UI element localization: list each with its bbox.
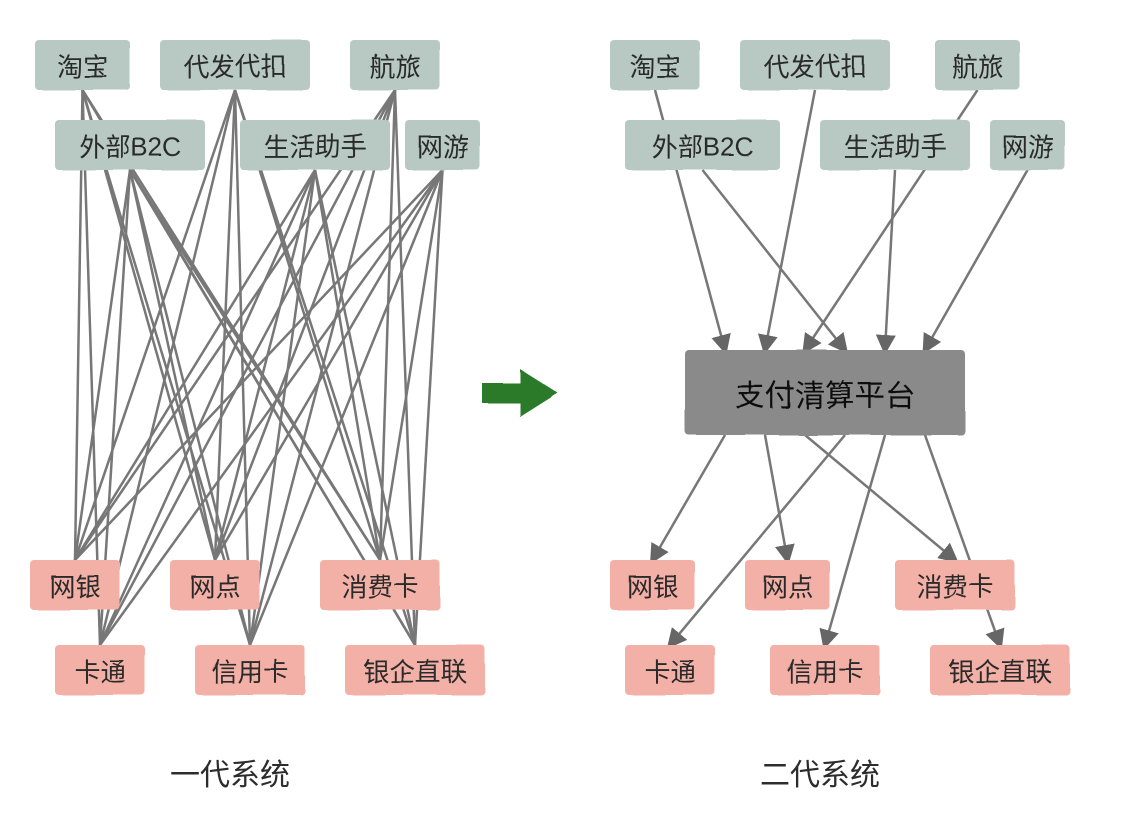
node-g1-yinqi: 银企直联 <box>345 645 485 695</box>
node-g2-wangyou: 网游 <box>990 120 1065 170</box>
node-g2-hanglv: 航旅 <box>935 40 1020 90</box>
node-g1-wangyou: 网游 <box>405 120 480 170</box>
node-g2-wangyin: 网银 <box>610 560 695 610</box>
node-g2-daifa: 代发代扣 <box>740 40 890 90</box>
node-g1-daifa: 代发代扣 <box>160 40 310 90</box>
node-g1-wangdian: 网点 <box>170 560 260 610</box>
diagram-canvas: 淘宝代发代扣航旅外部B2C生活助手网游网银网点消费卡卡通信用卡银企直联淘宝代发代… <box>0 0 1142 825</box>
node-g1-wangyin: 网银 <box>30 560 120 610</box>
node-g2-b2c: 外部B2C <box>625 120 780 170</box>
node-g2-wangdian: 网点 <box>745 560 830 610</box>
node-g1-xiaofei: 消费卡 <box>320 560 440 610</box>
node-g1-taobao: 淘宝 <box>35 40 130 90</box>
node-g2-platform: 支付清算平台 <box>685 350 965 435</box>
node-g1-hanglv: 航旅 <box>350 40 440 90</box>
node-g2-yinqi: 银企直联 <box>930 645 1070 695</box>
node-g2-katong: 卡通 <box>625 645 715 695</box>
node-g2-shenghuo: 生活助手 <box>820 120 970 170</box>
caption-gen1: 一代系统 <box>170 750 290 794</box>
node-g1-shenghuo: 生活助手 <box>240 120 390 170</box>
node-g2-xiaofei: 消费卡 <box>895 560 1015 610</box>
node-g2-taobao: 淘宝 <box>610 40 700 90</box>
caption-gen2: 二代系统 <box>760 750 880 794</box>
node-g1-katong: 卡通 <box>55 645 145 695</box>
node-g1-b2c: 外部B2C <box>55 120 205 170</box>
transition-arrow-icon <box>480 365 560 421</box>
node-g2-xinyong: 信用卡 <box>770 645 880 695</box>
node-g1-xinyong: 信用卡 <box>195 645 305 695</box>
